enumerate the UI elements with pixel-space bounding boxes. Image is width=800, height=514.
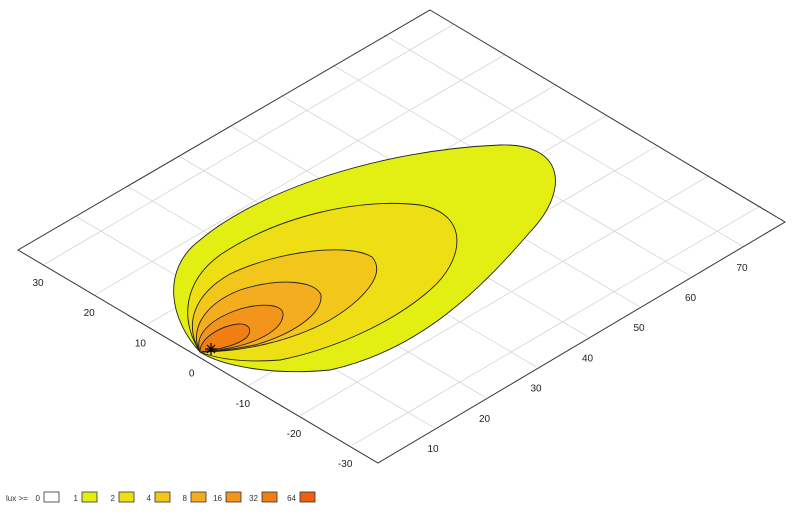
x-tick-label: 20 bbox=[479, 414, 491, 425]
grid-line-y bbox=[95, 54, 506, 295]
legend-swatch bbox=[154, 491, 171, 503]
legend-swatch bbox=[299, 491, 316, 503]
legend: lux >= 0 1 2 4 8 16 32 64 bbox=[6, 491, 316, 503]
grid-line-y bbox=[300, 175, 710, 416]
x-tick-label: 70 bbox=[736, 263, 748, 274]
x-tick-label: 30 bbox=[530, 384, 542, 395]
y-tick-label: -30 bbox=[338, 459, 353, 470]
y-tick-label: -10 bbox=[236, 399, 251, 410]
y-tick-label: 0 bbox=[189, 369, 195, 380]
y-tick-label: 10 bbox=[135, 338, 147, 349]
grid-line-y bbox=[44, 24, 454, 265]
x-axis-ticks: 10 20 30 40 50 60 70 bbox=[427, 263, 748, 455]
x-tick-label: 50 bbox=[633, 323, 645, 334]
legend-label: 32 bbox=[249, 494, 258, 503]
contours bbox=[173, 144, 556, 373]
legend-swatch bbox=[43, 491, 60, 503]
legend-label: 64 bbox=[287, 494, 296, 503]
legend-label: 0 bbox=[36, 494, 41, 503]
legend-swatch bbox=[190, 491, 207, 503]
x-tick-label: 40 bbox=[582, 353, 594, 364]
legend-swatch bbox=[261, 491, 278, 503]
legend-label: 8 bbox=[183, 494, 188, 503]
legend-label: 16 bbox=[213, 494, 222, 503]
x-tick-label: 60 bbox=[685, 293, 697, 304]
legend-swatch bbox=[118, 491, 135, 503]
contour-32 bbox=[199, 323, 251, 353]
y-tick-label: 30 bbox=[32, 278, 44, 289]
legend-swatch bbox=[225, 491, 242, 503]
grid-line-y bbox=[351, 205, 762, 446]
legend-swatch bbox=[81, 491, 98, 503]
light-source-marker bbox=[205, 343, 217, 355]
x-tick-label: 10 bbox=[427, 444, 439, 455]
legend-label: 1 bbox=[74, 494, 79, 503]
y-tick-label: 20 bbox=[84, 308, 96, 319]
legend-label: 4 bbox=[147, 494, 152, 503]
legend-label: 2 bbox=[111, 494, 116, 503]
ground-plane-border bbox=[17, 9, 786, 464]
y-axis-ticks: 30 20 10 0 -10 -20 -30 bbox=[32, 278, 352, 470]
y-tick-label: -20 bbox=[287, 429, 302, 440]
legend-title: lux >= bbox=[6, 494, 28, 503]
